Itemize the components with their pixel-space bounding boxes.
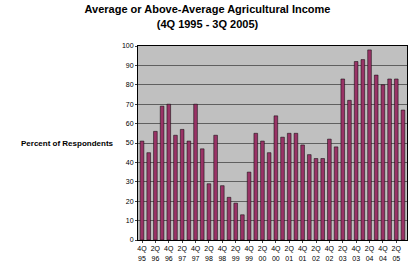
svg-text:4Q02: 4Q02 bbox=[325, 245, 335, 261]
svg-text:4Q96: 4Q96 bbox=[164, 245, 174, 261]
svg-text:Average or Above-Average Agric: Average or Above-Average Agricultural In… bbox=[85, 3, 331, 29]
svg-text:4Q99: 4Q99 bbox=[244, 245, 254, 261]
svg-text:4Q97: 4Q97 bbox=[191, 245, 201, 261]
svg-text:4Q98: 4Q98 bbox=[218, 245, 228, 261]
svg-text:2Q04: 2Q04 bbox=[365, 245, 375, 261]
svg-text:2Q98: 2Q98 bbox=[204, 245, 214, 261]
svg-text:100: 100 bbox=[122, 42, 134, 49]
svg-text:4Q01: 4Q01 bbox=[298, 245, 308, 261]
svg-text:2Q97: 2Q97 bbox=[177, 245, 187, 261]
svg-text:2Q96: 2Q96 bbox=[151, 245, 161, 261]
svg-text:2Q02: 2Q02 bbox=[311, 245, 321, 261]
svg-text:Percent of Respondents: Percent of Respondents bbox=[21, 139, 114, 148]
svg-text:70: 70 bbox=[126, 101, 134, 108]
svg-text:2Q01: 2Q01 bbox=[285, 245, 295, 261]
svg-text:2Q03: 2Q03 bbox=[338, 245, 348, 261]
svg-text:0: 0 bbox=[130, 236, 134, 243]
svg-text:2Q05: 2Q05 bbox=[392, 245, 402, 261]
svg-text:4Q04: 4Q04 bbox=[378, 245, 388, 261]
svg-text:90: 90 bbox=[126, 62, 134, 69]
svg-text:4Q95: 4Q95 bbox=[137, 245, 147, 261]
svg-text:50: 50 bbox=[126, 139, 134, 146]
svg-text:20: 20 bbox=[126, 198, 134, 205]
svg-text:4Q03: 4Q03 bbox=[351, 245, 361, 261]
svg-text:4Q00: 4Q00 bbox=[271, 245, 281, 261]
svg-text:2Q00: 2Q00 bbox=[258, 245, 268, 261]
svg-text:10: 10 bbox=[126, 217, 134, 224]
svg-text:40: 40 bbox=[126, 159, 134, 166]
svg-text:30: 30 bbox=[126, 178, 134, 185]
svg-text:60: 60 bbox=[126, 120, 134, 127]
svg-text:80: 80 bbox=[126, 81, 134, 88]
svg-text:2Q99: 2Q99 bbox=[231, 245, 241, 261]
